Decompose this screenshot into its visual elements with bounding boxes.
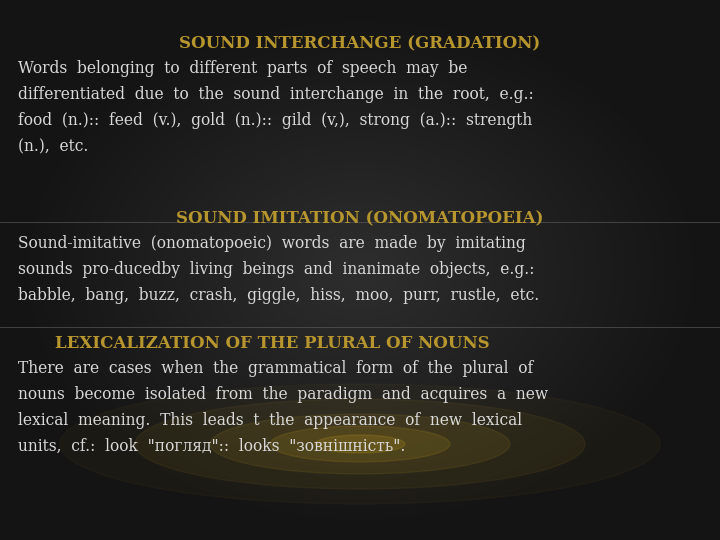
Text: food  (n.)::  feed  (v.),  gold  (n.)::  gild  (v,),  strong  (a.)::  strength: food (n.):: feed (v.), gold (n.):: gild … [18,112,532,129]
Text: lexical  meaning.  This  leads  t  the  appearance  of  new  lexical: lexical meaning. This leads t the appear… [18,412,522,429]
Text: SOUND IMITATION (ONOMATOPOEIA): SOUND IMITATION (ONOMATOPOEIA) [176,210,544,227]
Text: SOUND INTERCHANGE (GRADATION): SOUND INTERCHANGE (GRADATION) [179,35,541,52]
Text: nouns  become  isolated  from  the  paradigm  and  acquires  a  new: nouns become isolated from the paradigm … [18,386,548,403]
Text: Sound-imitative  (onomatopoeic)  words  are  made  by  imitating: Sound-imitative (onomatopoeic) words are… [18,235,526,252]
Ellipse shape [270,426,450,462]
Text: babble,  bang,  buzz,  crash,  giggle,  hiss,  moo,  purr,  rustle,  etc.: babble, bang, buzz, crash, giggle, hiss,… [18,287,539,304]
Text: Words  belonging  to  different  parts  of  speech  may  be: Words belonging to different parts of sp… [18,60,467,77]
Text: units,  cf.:  look  "погляд"::  looks  "зовнішність".: units, cf.: look "погляд":: looks "зовні… [18,438,405,455]
Text: differentiated  due  to  the  sound  interchange  in  the  root,  e.g.:: differentiated due to the sound intercha… [18,86,534,103]
Text: (n.),  etc.: (n.), etc. [18,138,89,155]
Ellipse shape [210,414,510,474]
Ellipse shape [315,435,405,453]
Text: sounds  pro-ducedby  living  beings  and  inanimate  objects,  e.g.:: sounds pro-ducedby living beings and ina… [18,261,534,278]
Text: LEXICALIZATION OF THE PLURAL OF NOUNS: LEXICALIZATION OF THE PLURAL OF NOUNS [55,335,490,352]
Ellipse shape [135,399,585,489]
Text: There  are  cases  when  the  grammatical  form  of  the  plural  of: There are cases when the grammatical for… [18,360,534,377]
